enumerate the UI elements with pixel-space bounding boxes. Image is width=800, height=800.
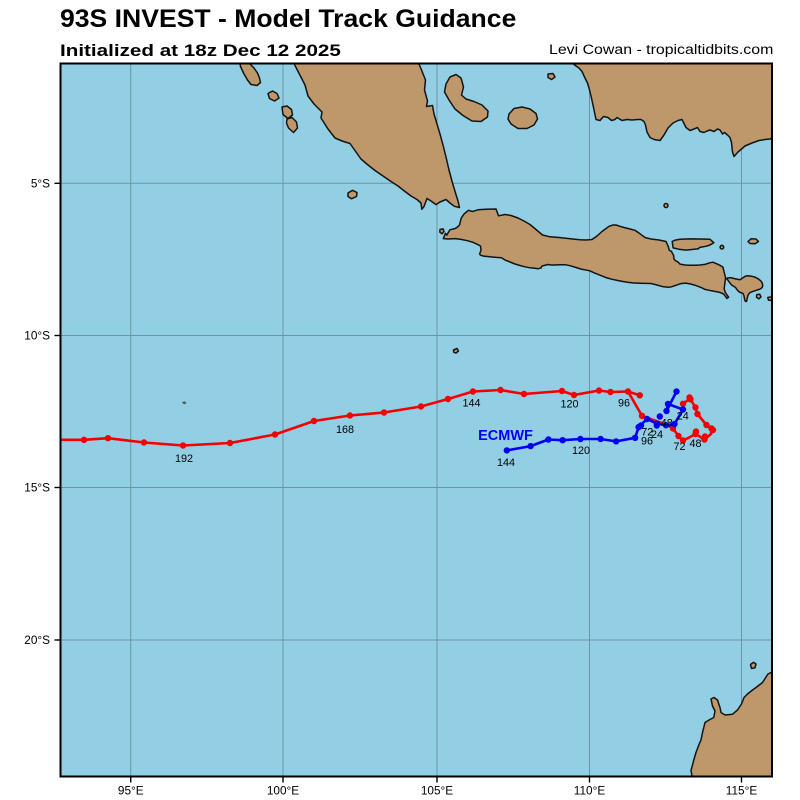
svg-text:95°E: 95°E [118,783,144,797]
svg-text:10°S: 10°S [24,329,50,343]
svg-text:48: 48 [661,417,673,429]
svg-text:120: 120 [560,399,578,411]
svg-text:168: 168 [336,424,354,436]
svg-text:110°E: 110°E [574,783,606,797]
svg-text:120: 120 [572,445,590,457]
svg-text:ECMWF: ECMWF [478,428,533,444]
svg-text:192: 192 [175,453,193,465]
svg-text:24: 24 [677,411,689,423]
svg-text:24: 24 [651,429,663,441]
svg-text:48: 48 [689,438,701,450]
svg-text:115°E: 115°E [726,783,758,797]
svg-text:96: 96 [618,397,630,409]
svg-text:72: 72 [673,441,685,453]
svg-text:5°S: 5°S [31,176,50,190]
svg-text:15°S: 15°S [24,481,50,495]
svg-text:100°E: 100°E [267,783,299,797]
svg-text:144: 144 [462,397,480,409]
svg-text:72: 72 [641,426,653,438]
svg-text:20°S: 20°S [24,633,50,647]
svg-text:144: 144 [497,457,515,469]
svg-text:96: 96 [641,436,653,448]
svg-text:105°E: 105°E [421,783,453,797]
